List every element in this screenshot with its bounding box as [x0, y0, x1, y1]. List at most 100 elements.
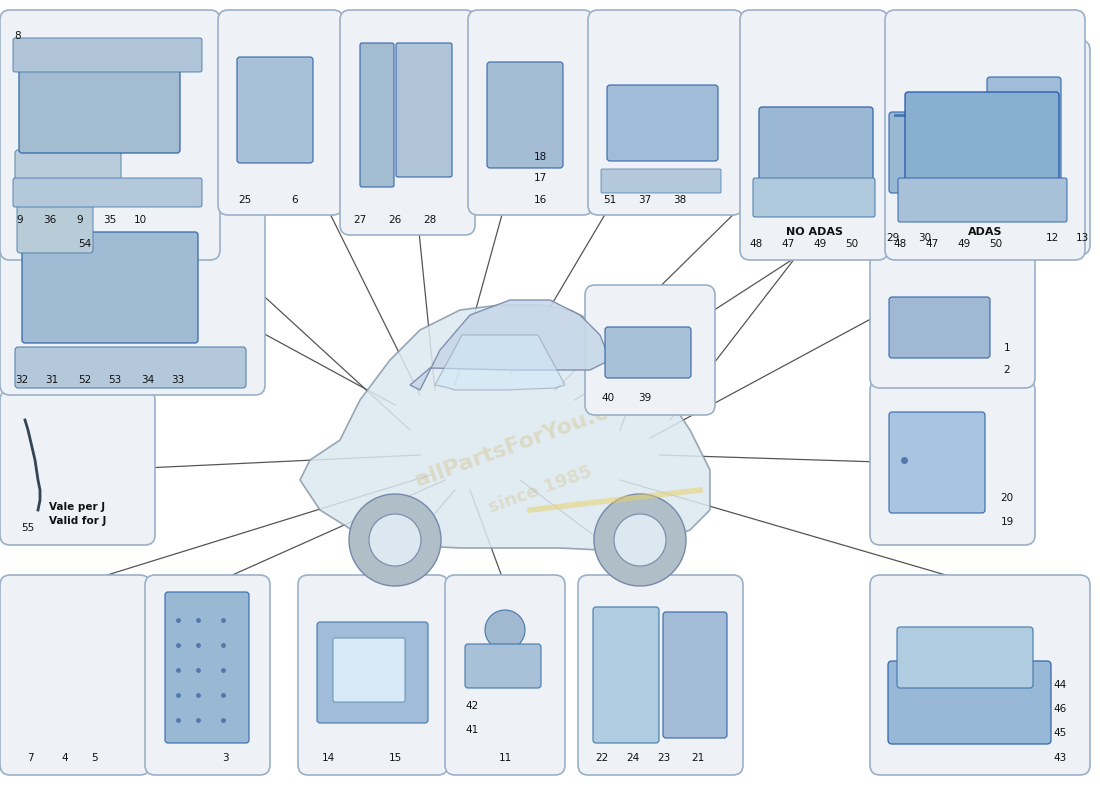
- Text: 38: 38: [673, 195, 686, 205]
- FancyBboxPatch shape: [16, 187, 94, 253]
- Text: 12: 12: [1045, 233, 1058, 243]
- FancyBboxPatch shape: [870, 240, 1035, 388]
- Text: 36: 36: [43, 215, 56, 225]
- FancyBboxPatch shape: [754, 178, 875, 217]
- FancyBboxPatch shape: [585, 285, 715, 415]
- FancyBboxPatch shape: [0, 180, 265, 395]
- Text: 52: 52: [78, 375, 91, 385]
- FancyBboxPatch shape: [870, 380, 1035, 545]
- Text: 44: 44: [1054, 680, 1067, 690]
- FancyBboxPatch shape: [889, 112, 955, 193]
- Text: 47: 47: [781, 239, 794, 249]
- Text: Vale per J: Vale per J: [50, 502, 106, 512]
- Text: 30: 30: [918, 233, 932, 243]
- Text: 6: 6: [292, 195, 298, 205]
- Text: 11: 11: [498, 753, 512, 763]
- FancyBboxPatch shape: [898, 178, 1067, 222]
- Text: 48: 48: [749, 239, 762, 249]
- Text: 45: 45: [1054, 728, 1067, 738]
- FancyBboxPatch shape: [905, 92, 1059, 188]
- Circle shape: [485, 610, 525, 650]
- Text: 33: 33: [172, 375, 185, 385]
- Text: 7: 7: [26, 753, 33, 763]
- Text: 8: 8: [14, 31, 21, 41]
- FancyBboxPatch shape: [889, 297, 990, 358]
- Text: 29: 29: [887, 233, 900, 243]
- FancyBboxPatch shape: [605, 327, 691, 378]
- Text: 23: 23: [658, 753, 671, 763]
- Text: 9: 9: [77, 215, 84, 225]
- Text: 14: 14: [321, 753, 334, 763]
- Polygon shape: [300, 305, 710, 550]
- Text: 40: 40: [602, 393, 615, 403]
- Circle shape: [368, 514, 421, 566]
- Text: 20: 20: [1000, 493, 1013, 503]
- FancyBboxPatch shape: [607, 85, 718, 161]
- Text: 10: 10: [133, 215, 146, 225]
- FancyBboxPatch shape: [317, 622, 428, 723]
- FancyBboxPatch shape: [145, 575, 270, 775]
- Text: 4: 4: [62, 753, 68, 763]
- Text: 24: 24: [626, 753, 639, 763]
- Text: since 1985: since 1985: [486, 463, 594, 517]
- Text: 21: 21: [692, 753, 705, 763]
- Text: 39: 39: [638, 393, 651, 403]
- FancyBboxPatch shape: [487, 62, 563, 168]
- Text: 54: 54: [78, 239, 91, 249]
- Text: 31: 31: [45, 375, 58, 385]
- FancyBboxPatch shape: [468, 10, 593, 215]
- Circle shape: [349, 494, 441, 586]
- Text: 34: 34: [142, 375, 155, 385]
- FancyBboxPatch shape: [446, 575, 565, 775]
- Text: NO ADAS: NO ADAS: [785, 227, 843, 237]
- Text: 28: 28: [424, 215, 437, 225]
- FancyBboxPatch shape: [19, 47, 180, 153]
- Polygon shape: [410, 300, 610, 390]
- Circle shape: [594, 494, 686, 586]
- FancyBboxPatch shape: [888, 661, 1050, 744]
- Text: 22: 22: [595, 753, 608, 763]
- Text: 35: 35: [103, 215, 117, 225]
- Text: Valid for J: Valid for J: [48, 516, 107, 526]
- FancyBboxPatch shape: [15, 150, 121, 188]
- FancyBboxPatch shape: [896, 627, 1033, 688]
- Text: 37: 37: [638, 195, 651, 205]
- FancyBboxPatch shape: [870, 40, 1090, 255]
- FancyBboxPatch shape: [340, 10, 475, 235]
- Text: 49: 49: [813, 239, 826, 249]
- Text: 32: 32: [15, 375, 29, 385]
- FancyBboxPatch shape: [663, 612, 727, 738]
- FancyBboxPatch shape: [601, 169, 720, 193]
- FancyBboxPatch shape: [578, 575, 742, 775]
- FancyBboxPatch shape: [870, 575, 1090, 775]
- FancyBboxPatch shape: [360, 43, 394, 187]
- FancyBboxPatch shape: [218, 10, 343, 215]
- FancyBboxPatch shape: [593, 607, 659, 743]
- Circle shape: [614, 514, 666, 566]
- Text: 41: 41: [465, 725, 478, 735]
- FancyBboxPatch shape: [886, 10, 1085, 260]
- FancyBboxPatch shape: [13, 38, 202, 72]
- FancyBboxPatch shape: [15, 347, 246, 388]
- Text: 5: 5: [91, 753, 98, 763]
- Text: 50: 50: [846, 239, 859, 249]
- Text: 18: 18: [534, 152, 547, 162]
- FancyBboxPatch shape: [0, 390, 155, 545]
- Text: 48: 48: [893, 239, 906, 249]
- Text: 53: 53: [109, 375, 122, 385]
- Text: 1: 1: [1003, 343, 1010, 353]
- FancyBboxPatch shape: [759, 107, 873, 183]
- FancyBboxPatch shape: [396, 43, 452, 177]
- Polygon shape: [434, 335, 565, 390]
- FancyBboxPatch shape: [165, 592, 249, 743]
- Text: 42: 42: [465, 701, 478, 711]
- Text: 51: 51: [604, 195, 617, 205]
- FancyBboxPatch shape: [298, 575, 448, 775]
- Text: 55: 55: [21, 523, 34, 533]
- Text: allPartsForYou.com: allPartsForYou.com: [412, 390, 647, 490]
- FancyBboxPatch shape: [740, 10, 888, 260]
- FancyBboxPatch shape: [889, 412, 984, 513]
- Text: 17: 17: [534, 173, 547, 183]
- Text: 46: 46: [1054, 704, 1067, 714]
- Text: 9: 9: [16, 215, 23, 225]
